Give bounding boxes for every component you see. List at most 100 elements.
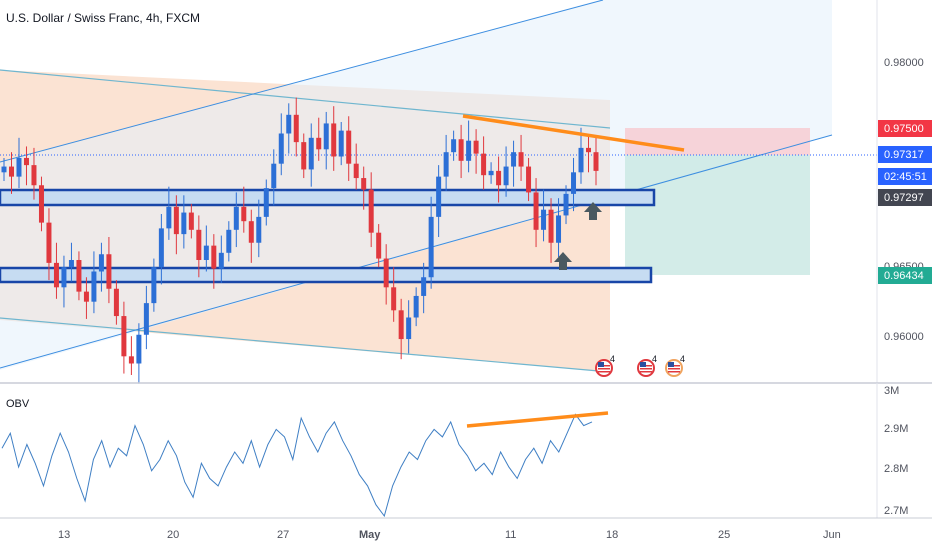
us-flag-icon[interactable]: 4 [637,354,657,377]
candle-body [113,288,119,317]
candle-body [353,163,359,179]
candle-body [398,310,404,340]
candle-body [68,260,74,268]
candle-body [151,267,157,304]
candle-body [301,142,307,170]
time-tick: 13 [58,529,70,541]
svg-text:02:45:51: 02:45:51 [884,171,927,183]
candle-body [518,152,524,167]
candle-body [503,166,509,186]
risk-zone-box[interactable] [625,128,810,155]
candle-body [541,209,547,230]
candle-body [391,287,397,311]
obv-tick: 2.8M [884,463,908,475]
time-tick: 11 [505,529,516,541]
obv-tick: 3M [884,385,899,397]
candle-body [361,178,367,190]
candle-body [76,260,82,292]
us-flag-icon[interactable]: 4 [665,354,685,377]
candle-body [451,139,457,153]
candle-body [248,221,254,243]
candle-body [53,262,59,288]
candle-body [586,147,592,153]
price-tick: 0.96000 [884,331,924,343]
candle-body [593,152,599,171]
candle-body [496,170,502,186]
candle-body [323,123,329,150]
time-tick: 25 [718,529,730,541]
candle-body [526,166,532,193]
price-tick: 0.98000 [884,57,924,69]
candle-body [8,166,14,177]
svg-text:0.97317: 0.97317 [884,149,924,161]
candle-body [128,356,134,364]
time-tick: Jun [823,529,841,541]
candle-body [188,212,194,230]
candle-body [263,188,269,217]
time-axis[interactable] [0,519,877,550]
chart-title: U.S. Dollar / Swiss Franc, 4h, FXCM [6,11,200,25]
candle-body [548,209,554,243]
price-tag-current: 0.97317 [878,146,932,163]
candle-body [316,137,322,150]
obv-tick: 2.7M [884,505,908,517]
time-tick: 27 [277,529,289,541]
svg-text:0.96434: 0.96434 [884,270,924,282]
candle-body [256,216,262,243]
candle-body [511,152,517,167]
candle-body [16,157,22,177]
candle-body [91,271,97,302]
candle-body [563,193,569,216]
candle-body [181,212,187,235]
obv-label: OBV [6,398,30,410]
candle-body [121,316,127,357]
candle-body [293,114,299,143]
price-candles [1,97,599,384]
svg-text:0.97500: 0.97500 [884,123,924,135]
candle-body [173,206,179,235]
channel-lower-line[interactable] [0,317,611,373]
candle-body [278,133,284,164]
candle-body [331,123,337,157]
price-resistance-trendline[interactable] [462,114,685,152]
candle-body [368,189,374,233]
candle-body [166,206,172,229]
candle-body [578,147,584,173]
obv-line [1,413,593,518]
candle-body [218,252,224,269]
candle-body [106,254,112,289]
resistance-zone-rect[interactable] [0,188,656,207]
time-tick: 20 [167,529,179,541]
candle-body [466,140,472,161]
channel-upper-line[interactable] [0,69,611,129]
candle-body [211,245,217,269]
candle-body [143,303,149,335]
candle-body [571,172,577,194]
price-tag-level: 0.97297 [878,189,932,206]
candle-body [413,295,419,318]
candle-body [46,222,52,263]
candle-body [98,254,104,272]
time-tick: May [359,529,381,541]
us-flag-icon[interactable]: 4 [595,354,615,377]
candle-body [38,185,44,223]
candle-body [443,152,449,177]
candle-body [383,258,389,288]
reward-zone-box[interactable] [625,155,810,275]
candle-body [226,229,232,253]
candle-body [158,228,164,268]
candle-body [286,114,292,134]
svg-text:0.97297: 0.97297 [884,192,924,204]
up-arrow-icon[interactable] [584,202,602,220]
trend-upper-line[interactable] [0,0,604,163]
candle-body [233,206,239,230]
support-zone-rect[interactable] [0,266,653,284]
candle-body [481,153,487,176]
event-count: 4 [610,354,615,364]
obv-divergence-trendline[interactable] [466,411,609,428]
up-arrow-icon[interactable] [554,252,572,270]
bar-countdown: 02:45:51 [878,168,932,185]
event-count: 4 [652,354,657,364]
